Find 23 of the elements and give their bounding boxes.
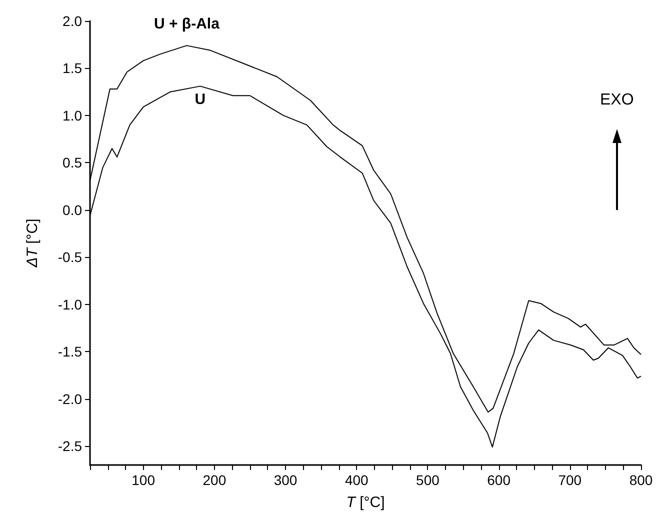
y-tick-label: 1.5 (62, 60, 82, 76)
y-tick-label: -2.5 (58, 438, 82, 454)
x-axis-title: T [°C] (346, 494, 385, 511)
y-tick-label: -2.0 (58, 390, 82, 407)
series-label: U + β-Ala (154, 16, 220, 33)
y-tick-label: -1.5 (58, 344, 82, 360)
y-tick-label: -0.5 (58, 249, 82, 266)
x-tick-label: 800 (629, 472, 653, 488)
annotation: EXO (600, 92, 634, 108)
y-axis-title: ΔT [°C] (24, 218, 41, 268)
y-tick-label: 0.5 (62, 154, 82, 171)
y-tick-label: 1.0 (62, 107, 82, 124)
x-tick-label: 500 (416, 472, 440, 488)
series-label: U (194, 91, 206, 108)
x-tick-label: 700 (558, 472, 582, 488)
x-tick-label: 100 (132, 472, 156, 488)
x-tick-label: 400 (344, 472, 369, 488)
y-tick-label: 2.0 (62, 13, 82, 29)
x-tick-label: 200 (202, 472, 226, 488)
y-tick-label: 0.0 (62, 202, 82, 218)
y-tick-label: -1.0 (58, 296, 82, 312)
x-tick-label: 600 (487, 472, 511, 488)
x-tick-label: 300 (274, 472, 298, 488)
